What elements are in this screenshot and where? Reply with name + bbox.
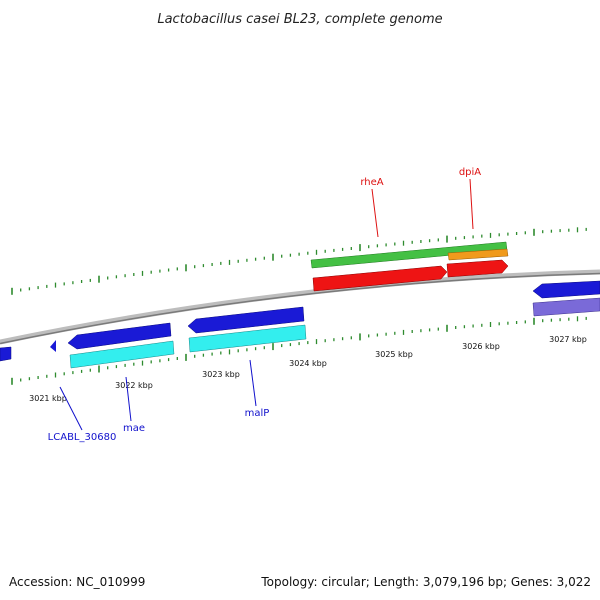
gene-arrow-rhea-red[interactable] xyxy=(312,265,448,292)
scale-label-3025: 3025 kbp xyxy=(375,350,413,359)
scale-label-3024: 3024 kbp xyxy=(289,359,327,368)
gene-arrow-dpia-orange[interactable] xyxy=(447,248,509,261)
leader-dpia xyxy=(469,178,474,230)
leader-lcabl-30680 xyxy=(59,386,83,431)
genome-backbone xyxy=(0,269,600,345)
scale-label-3023: 3023 kbp xyxy=(202,370,240,379)
footer-summary: Topology: circular; Length: 3,079,196 bp… xyxy=(260,575,591,589)
gene-arrow-right-blue[interactable] xyxy=(532,280,600,299)
lower-tick-track xyxy=(11,316,587,385)
scale-label-3026: 3026 kbp xyxy=(462,342,500,351)
scale-label-3027: 3027 kbp xyxy=(549,335,587,344)
gene-label-rhea[interactable]: rheA xyxy=(360,177,383,188)
footer-accession: Accession: NC_010999 xyxy=(9,575,145,589)
gene-arrow-right-purple[interactable] xyxy=(532,297,600,317)
upper-tick-track xyxy=(11,227,587,295)
gene-arrow-lcabl-30680[interactable] xyxy=(50,340,56,352)
scale-labels: 3021 kbp 3022 kbp 3023 kbp 3024 kbp 3025… xyxy=(29,335,587,403)
map-title: Lactobacillus casei BL23, complete genom… xyxy=(157,12,442,27)
gene-arrow-mae[interactable] xyxy=(67,322,172,350)
top-gene-labels: rheA dpiA xyxy=(360,167,481,238)
gene-arrow-malp-cyan[interactable] xyxy=(188,324,307,353)
gene-arrow-malp[interactable] xyxy=(187,306,305,334)
gene-label-malp[interactable]: malP xyxy=(245,408,270,419)
reverse-strand-genes xyxy=(0,280,600,369)
gene-label-mae[interactable]: mae xyxy=(123,423,145,434)
scale-label-3021: 3021 kbp xyxy=(29,394,67,403)
leader-rhea xyxy=(371,188,379,238)
gene-label-dpia[interactable]: dpiA xyxy=(459,167,481,178)
gene-arrow-edge-left[interactable] xyxy=(0,346,12,362)
bottom-gene-labels: LCABL_30680 mae malP xyxy=(48,359,270,443)
gene-arrow-dpia-red[interactable] xyxy=(446,259,509,278)
gene-label-lcabl-30680[interactable]: LCABL_30680 xyxy=(48,432,117,443)
gene-arrow-mae-cyan[interactable] xyxy=(69,340,175,369)
forward-strand-genes xyxy=(310,241,509,292)
leader-malp xyxy=(249,359,257,407)
leader-mae xyxy=(125,376,132,422)
scale-label-3022: 3022 kbp xyxy=(115,381,153,390)
